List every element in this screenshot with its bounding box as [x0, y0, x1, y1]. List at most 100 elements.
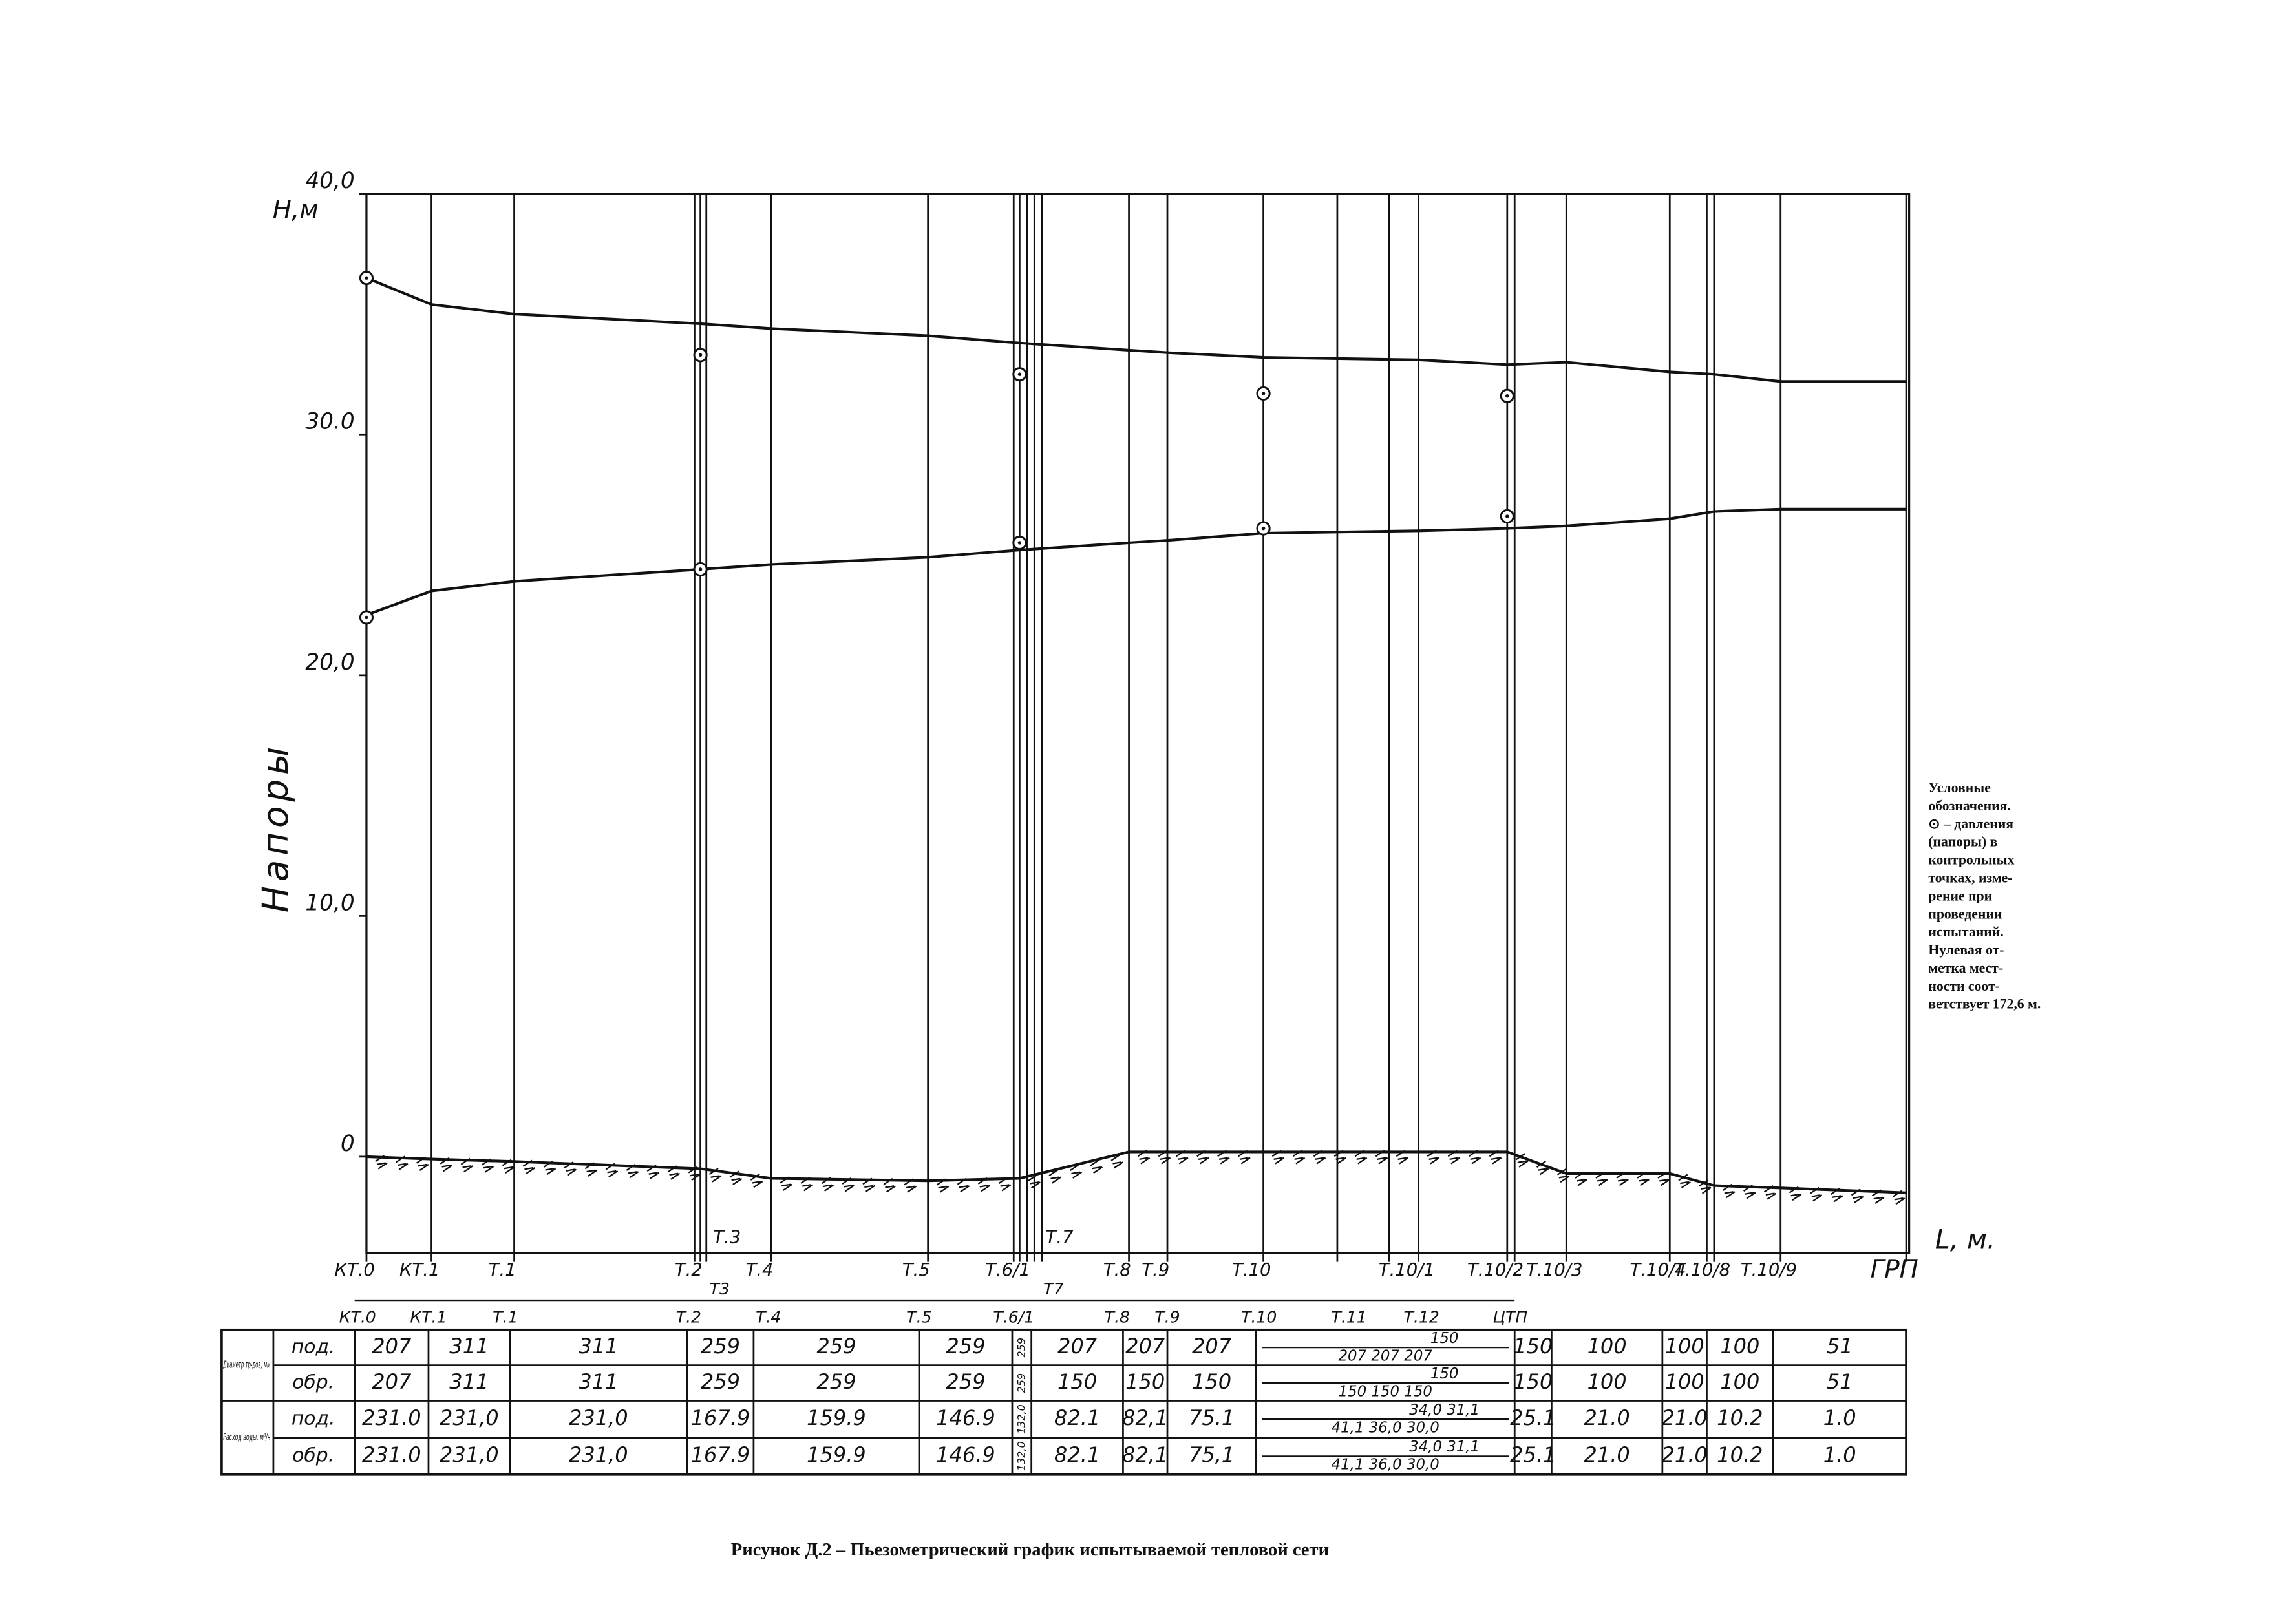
row-kind: обр. [292, 1444, 334, 1467]
station-label: Т.5 [906, 1307, 931, 1326]
head-line [366, 277, 1907, 383]
ground-hatch [1158, 1150, 1171, 1165]
table-cell: 207 [1192, 1334, 1232, 1358]
station-label: КТ.0 [339, 1307, 376, 1326]
row-group-label: Диаметр тр-дов, мм [223, 1359, 271, 1371]
table-cell: 25.1 [1510, 1406, 1556, 1430]
table-cell: 34,0 31,1 [1409, 1402, 1480, 1418]
ground-hatch [1427, 1150, 1440, 1165]
ground-hatch [605, 1163, 619, 1178]
station-label: ЦТП [1493, 1307, 1528, 1326]
ground-hatch [780, 1176, 792, 1191]
ground-hatch [1595, 1171, 1608, 1186]
ground-hatch [440, 1157, 453, 1172]
ground-hatch [957, 1177, 970, 1193]
x-tick-label: Т.1 [489, 1260, 516, 1280]
table-cell: 311 [579, 1334, 618, 1358]
station-label: Т.6/1 [993, 1307, 1034, 1326]
table-cell: 207 [1057, 1334, 1098, 1358]
table-cell: 311 [449, 1334, 489, 1358]
table-cell: 41,1 36,0 30,0 [1332, 1456, 1439, 1473]
ground-hatch [1637, 1171, 1650, 1186]
table-cell: 10.2 [1717, 1442, 1763, 1467]
ground-hatch [904, 1178, 917, 1193]
ground-hatch [1616, 1171, 1629, 1186]
table-cell: 259 [816, 1369, 856, 1394]
x-tick-label: КТ.1 [399, 1260, 440, 1280]
table-cell: 82,1 [1122, 1442, 1168, 1467]
ground-hatch [729, 1170, 743, 1185]
y-tick-label: 20,0 [305, 649, 354, 675]
ground-hatch [1489, 1150, 1502, 1165]
row-kind: обр. [292, 1371, 334, 1394]
ground-hatch [564, 1161, 577, 1176]
station-label: Т.4 [756, 1307, 781, 1326]
ground-hatch [1699, 1179, 1712, 1194]
table-cell: 167.9 [691, 1406, 750, 1430]
table-cell: 207 [1125, 1334, 1165, 1358]
table-cell: 259 [701, 1334, 740, 1358]
ground-hatch [1238, 1150, 1251, 1165]
ground-hatch [1722, 1183, 1736, 1199]
annotation: Т.3 [713, 1228, 741, 1248]
ground-hatch [883, 1177, 897, 1193]
table-cell: 1.0 [1823, 1442, 1856, 1467]
x-tick-label: КТ.0 [334, 1260, 374, 1280]
legend-note-line: испытаний. [1928, 924, 2003, 940]
legend-note-line: Условные [1928, 780, 1991, 796]
ground-hatch [1271, 1150, 1285, 1165]
legend-note-line: рение при [1928, 888, 1992, 903]
ground-hatch [1871, 1189, 1885, 1204]
ground-hatch [1678, 1174, 1691, 1188]
head-line [366, 507, 1907, 617]
x-axis-title: L, м. [1935, 1224, 1995, 1255]
table-cell: 231,0 [569, 1406, 628, 1430]
ground-hatch [1892, 1190, 1906, 1205]
ground-hatch [460, 1157, 474, 1173]
legend-note-line: проведении [1928, 906, 2002, 922]
ground-hatch [862, 1177, 875, 1192]
table-cell: 25.1 [1510, 1442, 1556, 1467]
measured-point-center [1017, 372, 1022, 376]
y-tick-label: 10,0 [305, 891, 354, 916]
station-label: Т.12 [1404, 1307, 1439, 1326]
legend-note-line: Нулевая от- [1928, 942, 2004, 958]
x-tick-label: Т.10/8 [1674, 1260, 1730, 1280]
table-cell: 207 [372, 1369, 412, 1394]
table-cell: 82.1 [1054, 1442, 1100, 1467]
x-tick-label: Т.4 [746, 1260, 774, 1280]
table-cell: 259 [701, 1369, 740, 1394]
ground-hatch [842, 1177, 855, 1192]
ground-hatch [416, 1156, 429, 1172]
measured-point-center [698, 353, 703, 357]
ground-hatch [688, 1166, 701, 1181]
ground-hatch [396, 1155, 409, 1170]
ground-hatch [1090, 1159, 1103, 1174]
table-cell: 207 207 207 [1338, 1347, 1432, 1364]
table-cell: 150 [1513, 1369, 1553, 1394]
ground-hatch [1313, 1150, 1326, 1165]
ground-hatch [800, 1176, 813, 1192]
ground-hatch [1830, 1188, 1843, 1203]
x-tick-label: Т.10 [1232, 1260, 1271, 1280]
table-cell: 21.0 [1662, 1442, 1708, 1467]
table-cell: 34,0 31,1 [1409, 1439, 1480, 1455]
y-axis-title: Напоры [255, 743, 296, 913]
table-cell: 150 [1125, 1369, 1165, 1394]
measured-point-center [698, 567, 703, 571]
ground-hatch [1354, 1150, 1368, 1165]
table-cell: 159.9 [807, 1442, 866, 1467]
ground-hatch [1137, 1150, 1151, 1165]
ground-hatch [1396, 1150, 1409, 1165]
ground-hatch [750, 1173, 763, 1188]
ground-hatch [646, 1165, 660, 1179]
ground-hatch [522, 1159, 536, 1175]
table-cell: 231,0 [440, 1442, 499, 1467]
ground-hatch [667, 1165, 681, 1180]
table-cell: 100 [1665, 1369, 1704, 1394]
table-cell: 100 [1665, 1334, 1704, 1358]
table-cell: 150 [1057, 1369, 1097, 1394]
table-cell: 159.9 [807, 1406, 866, 1430]
measured-point-center [1017, 541, 1022, 545]
